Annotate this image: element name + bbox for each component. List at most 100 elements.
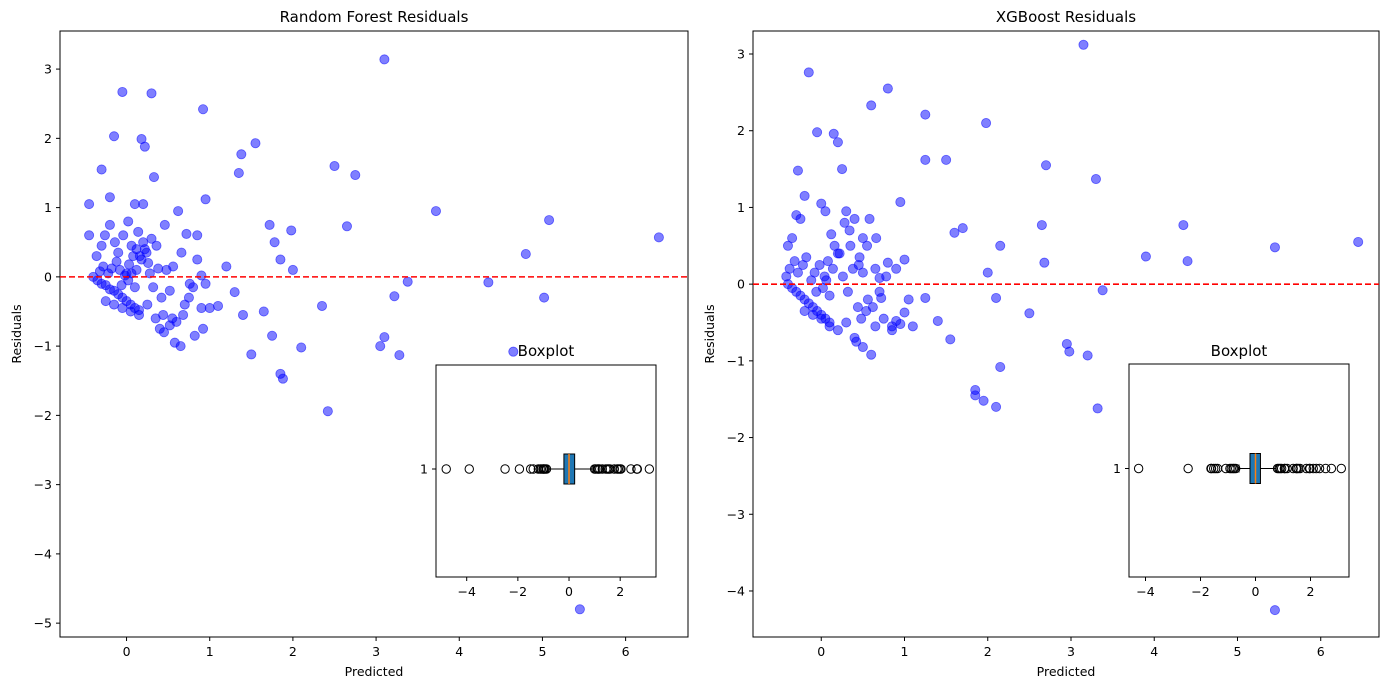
random-forest-residual-point [148,282,159,293]
random-forest-residual-point [118,230,129,241]
xgboost-residual-point [920,292,931,303]
random-forest-boxplot-frame [435,364,657,578]
xgboost-residual-point [839,217,850,228]
random-forest-residual-point [275,254,286,265]
random-forest-residual-point [200,278,211,289]
xgboost-x-tick-label: 0 [817,644,825,659]
random-forest-residual-point [250,138,261,149]
random-forest-residual-point [144,268,155,279]
xgboost-residual-point [820,206,831,217]
xgboost-residual-point [857,233,868,244]
random-forest-residual-point [84,199,95,210]
xgboost-residual-point [991,292,1002,303]
xgboost-residual-point [841,317,852,328]
random-forest-residual-point [143,258,154,269]
xgboost-residual-point [832,137,843,148]
random-forest-residual-point [287,264,298,275]
xgboost-boxplot-category-label: 1 [1113,461,1121,476]
xgboost-residual-point [870,321,881,332]
random-forest-residual-point [196,303,207,314]
xgboost-y-axis-label: Residuals [702,304,717,363]
xgboost-residual-point [899,254,910,265]
xgboost-boxplot-x-tick-label: −4 [1136,584,1154,599]
random-forest-residual-point [246,349,257,360]
random-forest-residual-point [124,259,135,270]
xgboost-boxplot-flier [1206,463,1217,474]
random-forest-residual-point [133,226,144,237]
random-forest-residual-point [229,287,240,298]
random-forest-residual-point [539,292,550,303]
xgboost-residual-point [1036,220,1047,231]
xgboost-residual-point [920,154,931,165]
random-forest-boxplot-flier [626,464,636,474]
random-forest-residual-point [91,251,102,262]
random-forest-residual-point [264,219,275,230]
xgboost-residual-point [837,164,848,175]
random-forest-boxplot-x-tick-label: −2 [509,584,527,599]
random-forest-boxplot-flier [595,464,605,474]
random-forest-residual-point [317,300,328,311]
xgboost-residual-point [799,305,810,316]
random-forest-boxplot-flier [525,464,536,474]
random-forest-boxplot-flier [541,464,552,474]
random-forest-y-tick-label: −2 [34,408,52,423]
random-forest-boxplot-flier [500,464,510,474]
xgboost-residual-point [845,240,856,251]
xgboost-boxplot-flier [1320,463,1331,474]
xgboost-axes-frame [752,30,1380,638]
random-forest-residual-point [153,263,164,274]
xgboost-residual-point [970,390,981,401]
random-forest-residual-point [379,332,390,343]
random-forest-residual-point [100,296,111,307]
random-forest-residual-point [113,247,124,258]
xgboost-residual-point [1140,251,1151,262]
xgboost-residual-point [867,302,878,313]
xgboost-residual-point [981,118,992,129]
random-forest-residual-point [184,278,195,289]
xgboost-residual-point [854,252,865,263]
xgboost-residual-point [876,292,887,303]
xgboost-residual-point [801,252,812,263]
xgboost-residual-point [829,240,840,251]
xgboost-residual-point [864,213,875,224]
random-forest-residual-point [508,346,519,357]
random-forest-residual-point [164,285,175,296]
random-forest-x-tick-label: 6 [622,644,630,659]
xgboost-residual-point [874,273,885,284]
random-forest-boxplot-category-label: 1 [420,462,428,477]
xgboost-residual-point [827,263,838,274]
random-forest-residual-point [233,167,244,178]
xgboost-residual-point [807,309,818,320]
xgboost-residual-point [789,256,800,267]
xgboost-residual-point [1097,285,1108,296]
xgboost-chart-title: XGBoost Residuals [996,8,1136,26]
xgboost-residual-point [866,349,877,360]
xgboost-residual-point [787,233,798,244]
xgboost-residual-point [784,263,795,274]
random-forest-boxplot-x-tick-label: 2 [616,584,624,599]
xgboost-boxplot-flier [1308,463,1318,474]
xgboost-y-tick-label: −1 [727,353,745,368]
random-forest-residual-point [156,292,167,303]
random-forest-residual-point [181,228,192,239]
random-forest-residual-point [178,309,189,320]
xgboost-residual-point [1092,403,1103,414]
xgboost-y-tick-label: 3 [737,47,745,62]
random-forest-residual-point [109,237,120,248]
xgboost-boxplot-flier [1314,463,1325,474]
xgboost-residual-point [1039,257,1050,268]
random-forest-x-tick-label: 0 [123,644,131,659]
random-forest-residual-point [183,292,194,303]
xgboost-y-tick-label: −3 [727,507,745,522]
random-forest-x-axis-label: Predicted [345,664,404,679]
random-forest-residual-point [236,149,247,160]
xgboost-residual-point [1041,160,1052,171]
random-forest-x-tick-label: 1 [206,644,214,659]
random-forest-y-tick-label: −3 [34,477,52,492]
xgboost-residual-point [878,313,889,324]
xgboost-residual-point [782,240,793,251]
xgboost-residual-point [852,302,863,313]
random-forest-y-axis-label: Residuals [9,304,24,363]
xgboost-residual-point [799,190,810,201]
